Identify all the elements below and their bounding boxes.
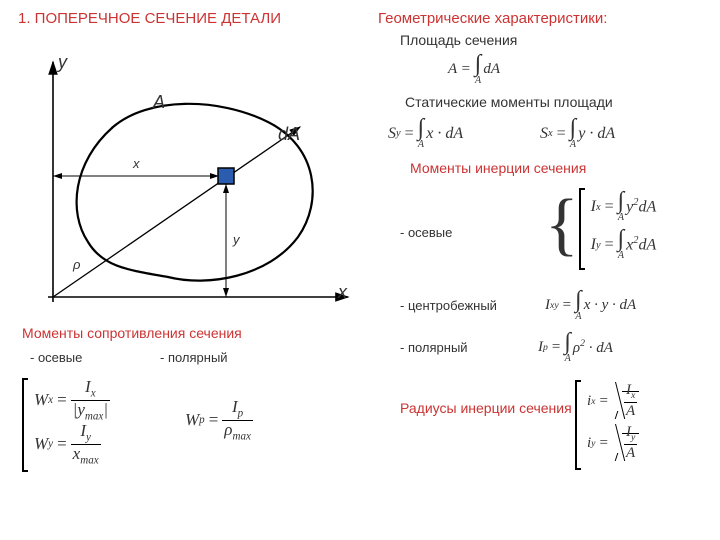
- Ip-formula: Ip = ∫A ρ2 · dA: [538, 332, 613, 364]
- resist-polar-label: - полярный: [160, 350, 228, 365]
- rho-label: ρ: [73, 257, 80, 272]
- axial-label: - осевые: [400, 225, 452, 240]
- Ix-formula: Ix = ∫A y2dA: [591, 188, 657, 226]
- Iy-formula: Iy = ∫A x2dA: [591, 226, 657, 264]
- geom-header: Геометрические характеристики:: [378, 10, 607, 27]
- area-header: Площадь сечения: [400, 32, 517, 48]
- radii-header: Радиусы инерции сечения: [400, 400, 572, 418]
- Wy-formula: Wy = Iy xmax: [34, 422, 110, 466]
- page-title: 1. ПОПЕРЕЧНОЕ СЕЧЕНИЕ ДЕТАЛИ: [18, 10, 281, 27]
- axis-x-label: x: [338, 282, 347, 303]
- iy-formula: iy = Iy A: [587, 422, 639, 464]
- x-dim-label: x: [133, 156, 140, 171]
- area-A-label: A: [153, 92, 165, 113]
- Wp-formula: Wp = Ip ρmax: [185, 398, 253, 442]
- Sy-formula: Sy = ∫A x · dA: [388, 118, 463, 150]
- dA-label: dA: [278, 124, 300, 145]
- radii-block: ix = Ix A iy = Iy A: [575, 380, 639, 470]
- Wx-formula: Wx = Ix |ymax|: [34, 378, 110, 422]
- area-formula: A = ∫A dA: [448, 54, 500, 86]
- diagram-svg: [18, 52, 358, 317]
- centrifugal-label: - центробежный: [400, 298, 497, 313]
- static-header: Статические моменты площади: [405, 94, 613, 110]
- cross-section-diagram: y x A dA x y ρ: [18, 52, 358, 317]
- W-axial-block: Wx = Ix |ymax| Wy = Iy xmax: [22, 378, 110, 472]
- Ixy-formula: Ixy = ∫A x · y · dA: [545, 290, 636, 322]
- Sx-formula: Sx = ∫A y · dA: [540, 118, 615, 150]
- moments-header: Моменты инерции сечения: [410, 160, 586, 176]
- resist-header: Моменты сопротивления сечения: [22, 325, 242, 341]
- y-dim-label: y: [233, 232, 240, 247]
- resist-axial-label: - осевые: [30, 350, 82, 365]
- ix-formula: ix = Ix A: [587, 380, 639, 422]
- I-axial-block: { Ix = ∫A y2dA Iy = ∫A x2dA: [565, 188, 656, 270]
- polar-label: - полярный: [400, 340, 468, 355]
- axis-y-label: y: [58, 52, 67, 73]
